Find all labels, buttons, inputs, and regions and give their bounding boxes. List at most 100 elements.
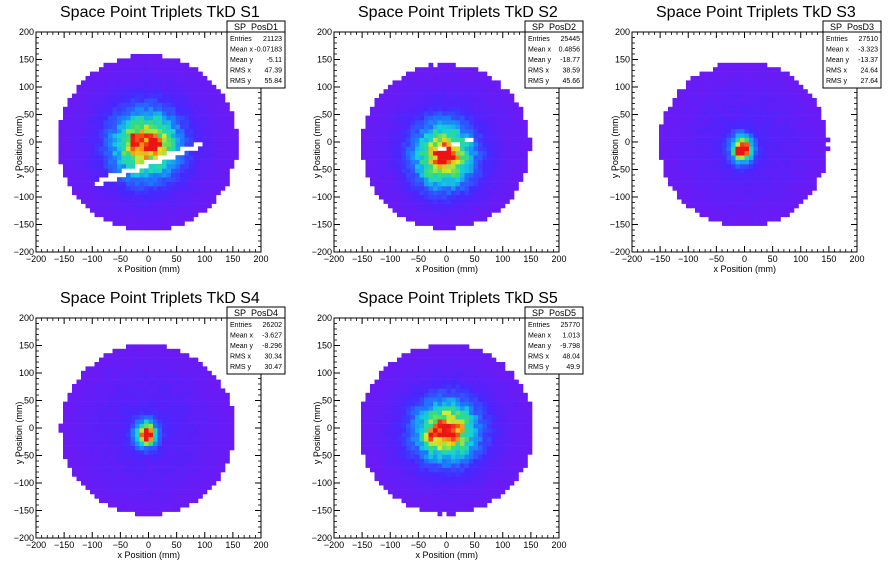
heatmap-cell xyxy=(76,397,82,402)
heatmap-cell xyxy=(72,472,77,477)
heatmap-cell xyxy=(704,98,709,103)
heatmap-cell xyxy=(410,212,416,218)
heatmap-cell xyxy=(442,155,447,160)
heatmap-cell xyxy=(509,98,515,103)
heatmap-cell xyxy=(189,472,194,477)
heatmap-cell xyxy=(762,62,768,68)
heatmap-cell xyxy=(722,133,727,138)
heatmap-cell xyxy=(121,155,127,160)
heatmap-cell xyxy=(433,76,438,81)
heatmap-cell xyxy=(130,164,136,169)
heatmap-cell xyxy=(487,102,492,108)
heatmap-cell xyxy=(713,155,718,160)
heatmap-cell xyxy=(198,80,203,86)
heatmap-cell xyxy=(776,80,781,86)
heatmap-cell xyxy=(117,414,122,420)
heatmap-cell xyxy=(139,124,145,130)
heatmap-cell xyxy=(108,133,113,138)
heatmap-cell xyxy=(424,133,429,138)
heatmap-cell xyxy=(112,186,118,191)
heatmap-cell xyxy=(446,212,452,218)
heatmap-cell xyxy=(166,216,172,222)
heatmap-cell xyxy=(139,423,145,429)
heatmap-cell xyxy=(767,155,772,160)
heatmap-cell xyxy=(744,203,750,209)
heatmap-cell xyxy=(130,419,136,424)
heatmap-cell xyxy=(108,458,113,464)
heatmap-cell xyxy=(189,128,194,134)
heatmap-cell xyxy=(713,89,718,94)
heatmap-cell xyxy=(108,203,113,209)
heatmap-cell xyxy=(171,89,176,94)
heatmap-cell xyxy=(812,142,817,147)
stats-label: Entries xyxy=(230,36,252,43)
heatmap-cell xyxy=(451,80,456,86)
heatmap-cell xyxy=(175,362,181,367)
heatmap-cell xyxy=(112,392,118,398)
heatmap-cell xyxy=(785,177,790,182)
heatmap-cell xyxy=(189,80,194,86)
heatmap-cell xyxy=(478,106,483,112)
heatmap-cell xyxy=(148,344,154,350)
heatmap-cell xyxy=(762,190,768,196)
heatmap-cell xyxy=(180,414,185,420)
heatmap-cell xyxy=(171,375,176,380)
heatmap-cell xyxy=(663,159,669,165)
heatmap-cell xyxy=(180,485,185,490)
heatmap-cell xyxy=(767,150,772,156)
heatmap-cell xyxy=(785,124,790,130)
heatmap-cell xyxy=(76,111,82,116)
heatmap-cell xyxy=(126,450,131,455)
heatmap-cell xyxy=(491,190,497,196)
heatmap-cell xyxy=(108,199,113,204)
heatmap-cell xyxy=(103,93,109,99)
heatmap-cell xyxy=(99,76,104,81)
heatmap-cell xyxy=(58,120,64,125)
heatmap-cell xyxy=(184,89,190,94)
heatmap-cell xyxy=(229,124,235,130)
heatmap-cell xyxy=(135,480,140,486)
heatmap-cell xyxy=(496,80,501,86)
heatmap-cell xyxy=(175,181,181,187)
heatmap-cell xyxy=(744,190,750,196)
heatmap-cell xyxy=(487,172,492,178)
heatmap-cell xyxy=(740,212,745,218)
heatmap-cell xyxy=(803,111,808,116)
heatmap-cell xyxy=(126,410,131,416)
heatmap-cell xyxy=(406,102,411,108)
heatmap-cell xyxy=(699,190,705,196)
heatmap-cell xyxy=(798,120,804,125)
heatmap-cell xyxy=(758,155,763,160)
heatmap-cell xyxy=(108,357,113,363)
heatmap-cell xyxy=(85,450,91,455)
heatmap-cell xyxy=(184,67,190,72)
heatmap-cell xyxy=(388,181,393,187)
heatmap-cell xyxy=(121,384,127,389)
heatmap-cell xyxy=(726,181,732,187)
heatmap-cell xyxy=(744,150,750,156)
heatmap-cell xyxy=(735,177,741,182)
heatmap-cell xyxy=(744,124,750,130)
heatmap-cell xyxy=(482,102,488,108)
heatmap-cell xyxy=(144,414,149,420)
heatmap-cell xyxy=(94,441,100,446)
heatmap-cell xyxy=(722,216,727,222)
heatmap-cell xyxy=(112,71,118,77)
heatmap-cell xyxy=(722,208,727,213)
heatmap-cell xyxy=(76,89,82,94)
heatmap-cell xyxy=(184,410,190,416)
heatmap-cell xyxy=(162,159,167,165)
heatmap-cell xyxy=(704,115,709,121)
heatmap-cell xyxy=(500,155,506,160)
heatmap-cell xyxy=(446,172,452,178)
heatmap-cell xyxy=(690,137,696,143)
heatmap-cell xyxy=(162,485,167,490)
heatmap-cell xyxy=(771,115,777,121)
heatmap-cell xyxy=(67,463,73,468)
heatmap-cell xyxy=(162,150,167,156)
heatmap-cell xyxy=(487,177,492,182)
heatmap-cell xyxy=(171,216,176,222)
heatmap-cell xyxy=(216,137,221,143)
heatmap-cell xyxy=(180,441,185,446)
heatmap-cell xyxy=(518,155,524,160)
